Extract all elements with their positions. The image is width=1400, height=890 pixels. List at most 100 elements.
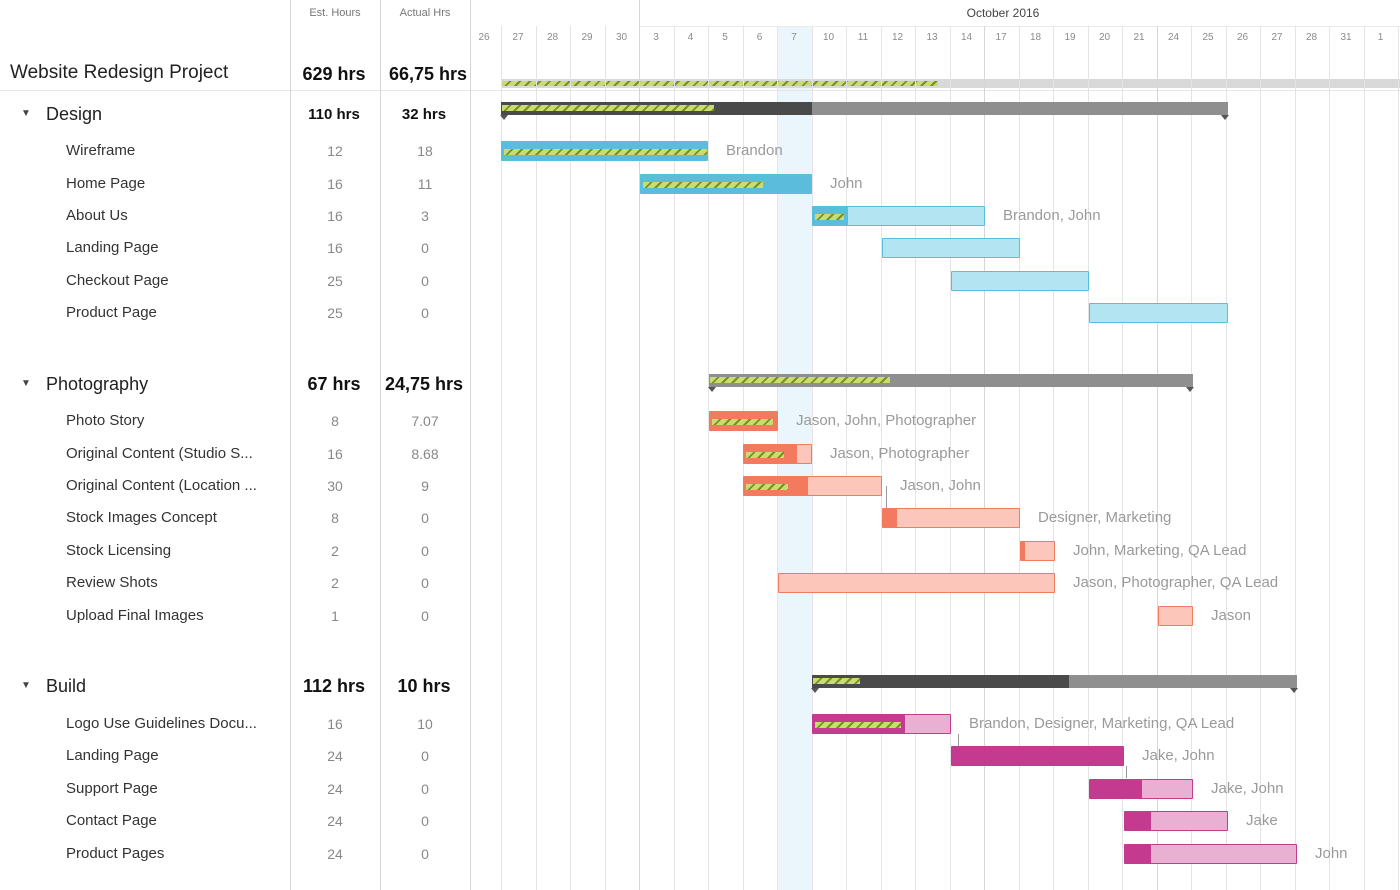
task-bar[interactable] [882, 508, 1020, 528]
task-bar[interactable] [1020, 541, 1055, 561]
task-bar[interactable] [1158, 606, 1193, 626]
group-name[interactable]: Design [46, 104, 103, 124]
task-name[interactable]: Wireframe [66, 142, 136, 159]
month-header-divider [640, 26, 1400, 27]
task-bar[interactable] [812, 206, 985, 226]
task-bar[interactable] [882, 238, 1020, 258]
task-name[interactable]: About Us [66, 207, 128, 224]
task-bar[interactable] [951, 271, 1089, 291]
task-name[interactable]: Upload Final Images [66, 607, 204, 624]
task-actual-hours: 8.68 [411, 446, 439, 462]
day-label: 27 [512, 32, 524, 43]
task-name[interactable]: Logo Use Guidelines Docu... [66, 715, 257, 732]
task-actual-hours: 0 [421, 305, 429, 321]
task-bar[interactable] [1089, 303, 1228, 323]
task-name[interactable]: Landing Page [66, 239, 159, 256]
project-actual-hours: 66,75 hrs [388, 64, 468, 84]
est-hours-header: Est. Hours [309, 7, 361, 19]
task-actual-hours: 0 [421, 846, 429, 862]
collapse-toggle-icon[interactable]: ▼ [21, 680, 31, 691]
task-est-hours: 1 [331, 608, 339, 624]
task-name[interactable]: Support Page [66, 780, 158, 797]
summary-end-marker [811, 688, 819, 693]
task-est-hours: 12 [327, 143, 343, 159]
task-name[interactable]: Photo Story [66, 412, 145, 429]
day-label: 4 [687, 32, 694, 43]
group-name[interactable]: Photography [46, 374, 149, 394]
task-bar[interactable] [812, 714, 951, 734]
task-assignee: Jake [1246, 812, 1278, 829]
task-est-hours: 30 [327, 478, 343, 494]
task-bar[interactable] [709, 411, 778, 431]
task-name[interactable]: Stock Licensing [66, 542, 172, 559]
task-actual-hatch [746, 484, 788, 490]
task-assignee: Brandon, Designer, Marketing, QA Lead [969, 715, 1235, 732]
day-label: 13 [926, 32, 938, 43]
task-name[interactable]: Home Page [66, 175, 146, 192]
task-assignee: Jason, Photographer [830, 445, 970, 462]
task-actual-hours: 0 [421, 240, 429, 256]
task-name[interactable]: Product Page [66, 304, 157, 321]
task-name[interactable]: Original Content (Location ... [66, 477, 257, 494]
task-name[interactable]: Checkout Page [66, 272, 169, 289]
task-bar[interactable] [951, 746, 1124, 766]
task-assignee: Designer, Marketing [1038, 509, 1172, 526]
task-bar[interactable] [778, 573, 1055, 593]
dependency-connector [958, 734, 959, 746]
group-actual-hours: 10 hrs [397, 676, 451, 696]
task-bar[interactable] [640, 174, 812, 194]
task-est-hours: 24 [327, 748, 343, 764]
day-gridline [950, 26, 951, 890]
collapse-toggle-icon[interactable]: ▼ [21, 378, 31, 389]
day-gridline [1053, 26, 1054, 890]
column-divider [470, 0, 471, 890]
task-bar[interactable] [501, 141, 708, 161]
day-gridline [708, 26, 709, 890]
day-label: 3 [653, 32, 659, 43]
task-bar[interactable] [1089, 779, 1193, 799]
day-label: 6 [756, 32, 763, 43]
group-summary-bar[interactable] [811, 675, 1298, 693]
task-est-hours: 16 [327, 176, 343, 192]
day-gridline [984, 26, 985, 890]
actual-hours-header: Actual Hrs [399, 7, 451, 19]
column-divider [290, 0, 291, 890]
summary-end-marker [500, 115, 508, 120]
group-summary-bar[interactable] [708, 374, 1194, 392]
collapse-toggle-icon[interactable]: ▼ [21, 108, 31, 119]
task-bar[interactable] [743, 444, 812, 464]
task-name[interactable]: Review Shots [66, 574, 158, 591]
day-label: 26 [478, 32, 490, 43]
task-assignee: Jake, John [1142, 747, 1215, 764]
group-name[interactable]: Build [46, 676, 87, 696]
day-gridline [1191, 26, 1192, 890]
task-bar[interactable] [1124, 844, 1297, 864]
project-title[interactable]: Website Redesign Project [10, 62, 229, 83]
task-actual-hours: 0 [421, 608, 429, 624]
summary-completed-fill [812, 675, 1069, 688]
project-est-hours: 629 hrs [302, 64, 366, 84]
task-name[interactable]: Product Pages [66, 845, 165, 862]
task-assignee: Jason [1211, 607, 1252, 624]
task-assignee: Jason, John [900, 477, 981, 494]
task-actual-hours: 0 [421, 510, 429, 526]
task-actual-hours: 0 [421, 273, 429, 289]
group-summary-bar[interactable] [500, 102, 1229, 120]
day-gridline [812, 26, 813, 890]
task-name[interactable]: Stock Images Concept [66, 509, 217, 526]
task-name[interactable]: Landing Page [66, 747, 159, 764]
summary-end-marker [708, 387, 716, 392]
task-name[interactable]: Contact Page [66, 812, 157, 829]
task-progress-fill [1090, 780, 1142, 798]
task-assignee: Brandon [726, 142, 783, 159]
day-label: 28 [1305, 32, 1318, 43]
task-bar[interactable] [743, 476, 882, 496]
day-gridline [881, 26, 882, 890]
day-label: 26 [1236, 32, 1249, 43]
task-bar[interactable] [1124, 811, 1228, 831]
task-actual-hatch [746, 452, 784, 458]
day-gridline [570, 26, 571, 890]
day-gridline [1226, 26, 1227, 890]
task-name[interactable]: Original Content (Studio S... [66, 445, 253, 462]
day-gridline [501, 26, 502, 890]
